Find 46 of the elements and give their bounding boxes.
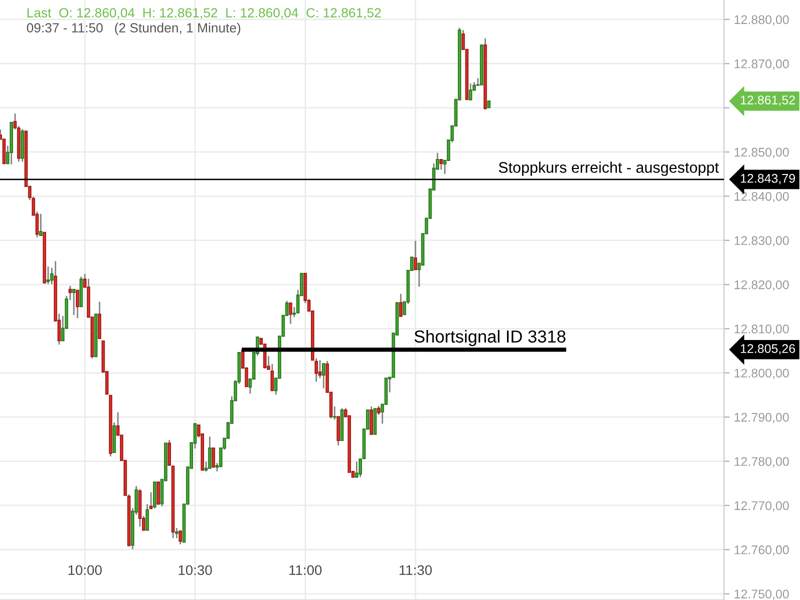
candlestick — [68, 285, 72, 301]
y-tick-label: 12.820,00 — [734, 280, 789, 291]
x-tick-label: 11:00 — [289, 565, 322, 576]
x-tick-label: 10:00 — [68, 565, 102, 576]
text: Last O: 12.860,04 H: 12.861,52 L: 12.860,04 C: 12.861,52 — [27, 8, 381, 20]
y-tick-label: 12.800,00 — [734, 368, 789, 380]
candlestick — [175, 527, 178, 539]
ref-line-label: Stoppkurs erreicht - ausgestoppt — [498, 162, 719, 176]
candlestick — [156, 481, 160, 505]
candlestick — [355, 461, 358, 478]
candlestick — [414, 240, 418, 270]
candlestick — [288, 302, 292, 325]
x-tick-label: 11:30 — [400, 565, 432, 576]
y-tick-label: 12.780,00 — [734, 457, 789, 468]
y-tick-label: 12.810,00 — [734, 324, 789, 335]
candlestick — [212, 447, 216, 468]
candlestick — [72, 288, 76, 316]
text: 12.843,79 — [740, 174, 795, 184]
text: 09:37 - 11:50 (2 Stunden, 1 Minute) — [26, 22, 240, 36]
candlestick — [146, 503, 149, 531]
y-tick-label: 12.850,00 — [734, 148, 789, 158]
candlestick — [332, 406, 336, 420]
text: 12.805,26 — [740, 344, 795, 354]
y-tick-label: 12.870,00 — [734, 59, 789, 70]
candlestick — [468, 82, 472, 101]
candlestick — [322, 362, 326, 390]
candlestick — [46, 266, 50, 285]
candlestick — [76, 290, 80, 319]
candlestick — [440, 158, 443, 170]
y-tick-label: 12.840,00 — [734, 192, 789, 202]
y-tick-label: 12.750,00 — [734, 590, 789, 600]
candlestick — [39, 213, 42, 236]
candlestick — [318, 359, 322, 379]
y-tick-label: 12.760,00 — [734, 545, 789, 556]
x-tick-label: 10:30 — [178, 565, 212, 576]
candlestick — [399, 293, 402, 318]
y-tick-label: 12.770,00 — [734, 501, 789, 512]
series-label: Shortsignal ID 3318 — [414, 330, 566, 346]
y-tick-label: 12.880,00 — [734, 15, 789, 26]
candlestick — [270, 363, 274, 392]
candlestick — [149, 492, 153, 510]
y-tick-label: 12.790,00 — [734, 412, 789, 424]
candlestick — [178, 530, 182, 546]
candlestick — [208, 436, 212, 470]
y-tick-label: 12.830,00 — [734, 236, 789, 246]
text: 12.861,52 — [740, 96, 795, 106]
